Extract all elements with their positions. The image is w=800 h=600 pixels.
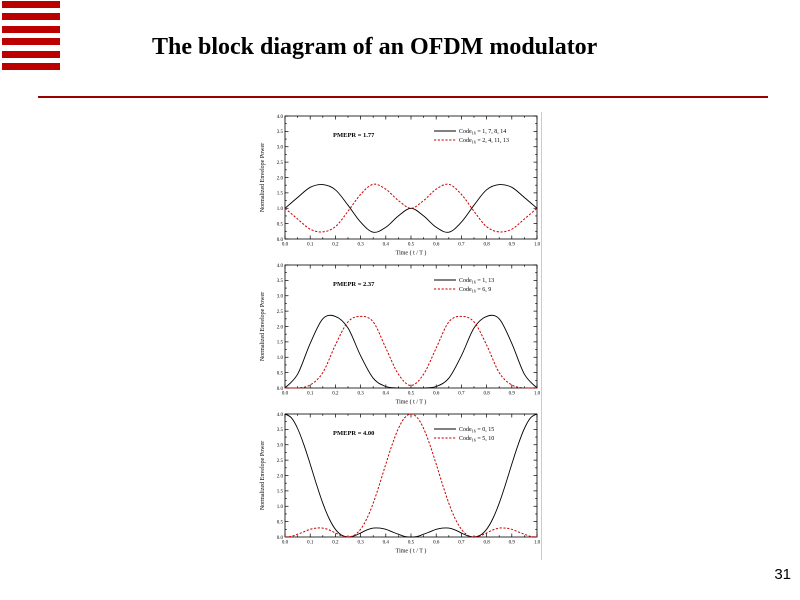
- series-line: [284, 315, 537, 389]
- pmepr-annotation: PMEPR = 4.00: [333, 430, 374, 437]
- x-tick-label: 0.3: [357, 243, 364, 248]
- y-tick-label: 3.5: [277, 428, 284, 433]
- divider-line: [38, 96, 768, 98]
- envelope-power-chart-middle: 0.0 0.1 0.2 0.3 0.4 0.5 0.6 0.7 0.8 0.9 1.0 0.0 0.5 1…: [260, 264, 541, 406]
- x-tick-label: 0.1: [307, 392, 314, 397]
- y-tick-label: 1.0: [277, 505, 284, 510]
- y-tick-label: 0.5: [277, 520, 284, 525]
- x-tick-label: 0.1: [307, 541, 314, 546]
- x-tick-label: 0.5: [408, 243, 415, 248]
- x-axis-title: Time ( t / T ): [396, 548, 427, 555]
- y-tick-label: 1.0: [277, 207, 284, 212]
- x-tick-label: 0.3: [357, 541, 364, 546]
- y-tick-label: 2.0: [277, 474, 284, 479]
- x-tick-label: 0.6: [433, 392, 440, 397]
- x-tick-label: 0.8: [483, 541, 490, 546]
- x-tick-label: 0.5: [408, 541, 415, 546]
- envelope-power-chart-bottom: 0.0 0.1 0.2 0.3 0.4 0.5 0.6 0.7 0.8 0.9 1.0 0.0 0.5 1…: [260, 413, 541, 555]
- legend-label: Code16 = 0, 15: [459, 427, 494, 434]
- y-tick-label: 2.5: [277, 310, 284, 315]
- y-tick-label: 2.0: [277, 176, 284, 181]
- y-tick-label: 3.5: [277, 279, 284, 284]
- figure-edge-line: [541, 112, 542, 560]
- x-tick-label: 0.9: [509, 392, 516, 397]
- y-tick-label: 4.0: [277, 115, 284, 120]
- y-tick-label: 4.0: [277, 264, 284, 269]
- plot-frame: [284, 264, 538, 389]
- y-tick-label: 2.5: [277, 459, 284, 464]
- y-tick-label: 0.0: [277, 238, 284, 243]
- x-tick-label: 0.0: [282, 392, 289, 397]
- series-line: [284, 314, 538, 389]
- x-tick-label: 0.4: [383, 243, 390, 248]
- x-tick-label: 0.2: [332, 541, 339, 546]
- y-tick-label: 0.0: [277, 536, 284, 541]
- x-tick-label: 0.0: [282, 541, 289, 546]
- y-axis-title: Normalized Envelope Power: [260, 292, 266, 361]
- x-tick-label: 1.0: [534, 541, 541, 546]
- y-tick-label: 2.5: [277, 161, 284, 166]
- page-number: 31: [774, 566, 791, 583]
- x-axis-title: Time ( t / T ): [396, 399, 427, 406]
- logo-stripe: [2, 50, 60, 58]
- y-tick-label: 1.5: [277, 192, 284, 197]
- x-tick-label: 0.6: [433, 243, 440, 248]
- plot-frame: [284, 413, 538, 538]
- legend-label: Code16 = 5, 10: [459, 436, 494, 443]
- x-axis-title: Time ( t / T ): [396, 250, 427, 257]
- y-tick-label: 1.0: [277, 356, 284, 361]
- legend-label: Code16 = 1, 13: [459, 278, 494, 285]
- pmepr-annotation: PMEPR = 1.77: [333, 132, 375, 139]
- y-axis-title: Normalized Envelope Power: [260, 441, 266, 510]
- y-tick-label: 4.0: [277, 413, 284, 418]
- x-tick-label: 0.1: [307, 243, 314, 248]
- logo-stripe: [2, 1, 60, 8]
- legend-label: Code16 = 6, 9: [459, 287, 491, 294]
- pmepr-annotation: PMEPR = 2.37: [333, 281, 375, 288]
- x-tick-label: 0.0: [282, 243, 289, 248]
- legend-label: Code16 = 1, 7, 8, 14: [459, 129, 506, 136]
- y-tick-label: 0.5: [277, 222, 284, 227]
- y-tick-label: 3.0: [277, 295, 284, 300]
- logo-stripe: [2, 38, 60, 46]
- logo-stripe: [2, 13, 60, 21]
- y-tick-label: 0.5: [277, 371, 284, 376]
- series-line: [284, 183, 538, 233]
- x-tick-label: 0.2: [332, 243, 339, 248]
- x-tick-label: 1.0: [534, 243, 541, 248]
- legend-label: Code16 = 2, 4, 11, 13: [459, 138, 509, 145]
- x-tick-label: 1.0: [534, 392, 541, 397]
- y-tick-label: 0.0: [277, 387, 284, 392]
- x-tick-label: 0.2: [332, 392, 339, 397]
- logo-stripe: [2, 25, 60, 33]
- x-tick-label: 0.7: [458, 541, 465, 546]
- x-tick-label: 0.9: [509, 243, 516, 248]
- series-line: [284, 413, 538, 538]
- series-line: [284, 413, 538, 538]
- x-tick-label: 0.4: [383, 392, 390, 397]
- y-tick-label: 3.0: [277, 444, 284, 449]
- y-tick-label: 2.0: [277, 325, 284, 330]
- x-tick-label: 0.7: [458, 243, 465, 248]
- y-axis-title: Normalized Envelope Power: [260, 143, 266, 212]
- x-tick-label: 0.7: [458, 392, 465, 397]
- y-tick-label: 3.5: [277, 130, 284, 135]
- page-title: The block diagram of an OFDM modulator: [152, 34, 598, 60]
- x-tick-label: 0.4: [383, 541, 390, 546]
- envelope-power-chart-top: 0.0 0.1 0.2 0.3 0.4 0.5 0.6 0.7 0.8 0.9 1.0 0.0 0.5 1…: [260, 115, 541, 257]
- logo-stripe: [2, 62, 60, 70]
- x-tick-label: 0.9: [509, 541, 516, 546]
- logo-stripes: [2, 1, 60, 75]
- x-tick-label: 0.6: [433, 541, 440, 546]
- series-line: [284, 184, 538, 233]
- y-tick-label: 3.0: [277, 146, 284, 151]
- y-tick-label: 1.5: [277, 341, 284, 346]
- x-tick-label: 0.3: [357, 392, 364, 397]
- x-tick-label: 0.5: [408, 392, 415, 397]
- y-tick-label: 1.5: [277, 490, 284, 495]
- x-tick-label: 0.8: [483, 392, 490, 397]
- x-tick-label: 0.8: [483, 243, 490, 248]
